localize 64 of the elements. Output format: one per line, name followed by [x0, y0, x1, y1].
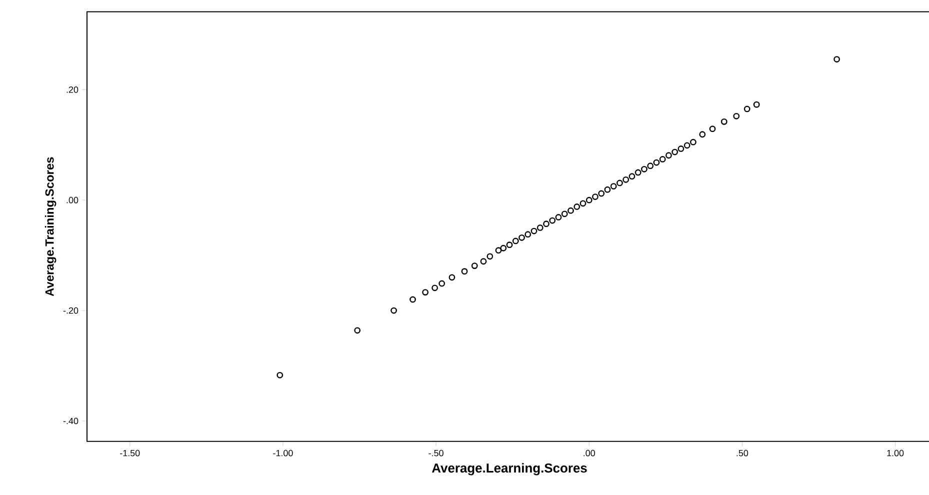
point — [834, 56, 840, 62]
point — [733, 112, 740, 120]
y-tick-label: .20 — [66, 86, 78, 93]
point — [678, 146, 684, 152]
point — [616, 180, 623, 186]
point — [580, 200, 586, 207]
point — [672, 148, 678, 156]
point — [486, 253, 494, 260]
point — [720, 118, 728, 125]
point — [471, 262, 478, 269]
point — [634, 169, 642, 176]
point — [518, 234, 525, 241]
point — [530, 228, 538, 234]
point — [604, 186, 611, 193]
point — [276, 372, 284, 378]
y-tick-label: -.20 — [63, 307, 78, 314]
point — [354, 327, 361, 334]
point — [598, 190, 605, 197]
x-tick-label: -.50 — [428, 450, 444, 456]
point — [659, 156, 666, 162]
point — [690, 138, 696, 146]
point — [549, 217, 556, 224]
x-tick-label: -1.00 — [273, 450, 293, 456]
point — [709, 126, 716, 132]
point — [684, 142, 690, 149]
point — [653, 159, 660, 166]
point — [744, 106, 750, 112]
point — [628, 173, 636, 180]
point — [610, 183, 617, 190]
point — [568, 207, 574, 214]
x-tick-label: 1.00 — [887, 450, 904, 456]
point — [641, 166, 648, 172]
point — [561, 210, 568, 218]
point — [647, 162, 654, 170]
point — [480, 258, 487, 265]
y-tick-label: -.40 — [63, 418, 78, 424]
point — [410, 296, 416, 303]
point — [438, 280, 446, 287]
point — [448, 274, 456, 281]
point — [536, 224, 544, 231]
point — [461, 268, 468, 275]
point — [524, 231, 532, 238]
point — [555, 214, 562, 220]
x-tick-label: .50 — [736, 450, 748, 456]
point — [666, 152, 672, 159]
point — [543, 220, 550, 228]
x-tick-label: .00 — [584, 450, 595, 456]
y-axis-title: Average.Training.Scores — [45, 157, 56, 296]
point — [495, 247, 502, 254]
point — [699, 131, 706, 138]
point — [753, 101, 760, 108]
point — [574, 204, 580, 210]
y-tick-label: .00 — [66, 196, 78, 204]
x-tick-label: -1.50 — [120, 450, 140, 456]
point — [432, 284, 438, 292]
point — [592, 194, 598, 200]
point — [512, 238, 519, 244]
point — [622, 176, 630, 183]
point — [390, 307, 397, 314]
point — [506, 242, 513, 248]
x-axis-title: Average.Learning.Scores — [432, 463, 587, 476]
point — [586, 196, 592, 204]
point — [422, 289, 429, 296]
point — [500, 244, 507, 252]
